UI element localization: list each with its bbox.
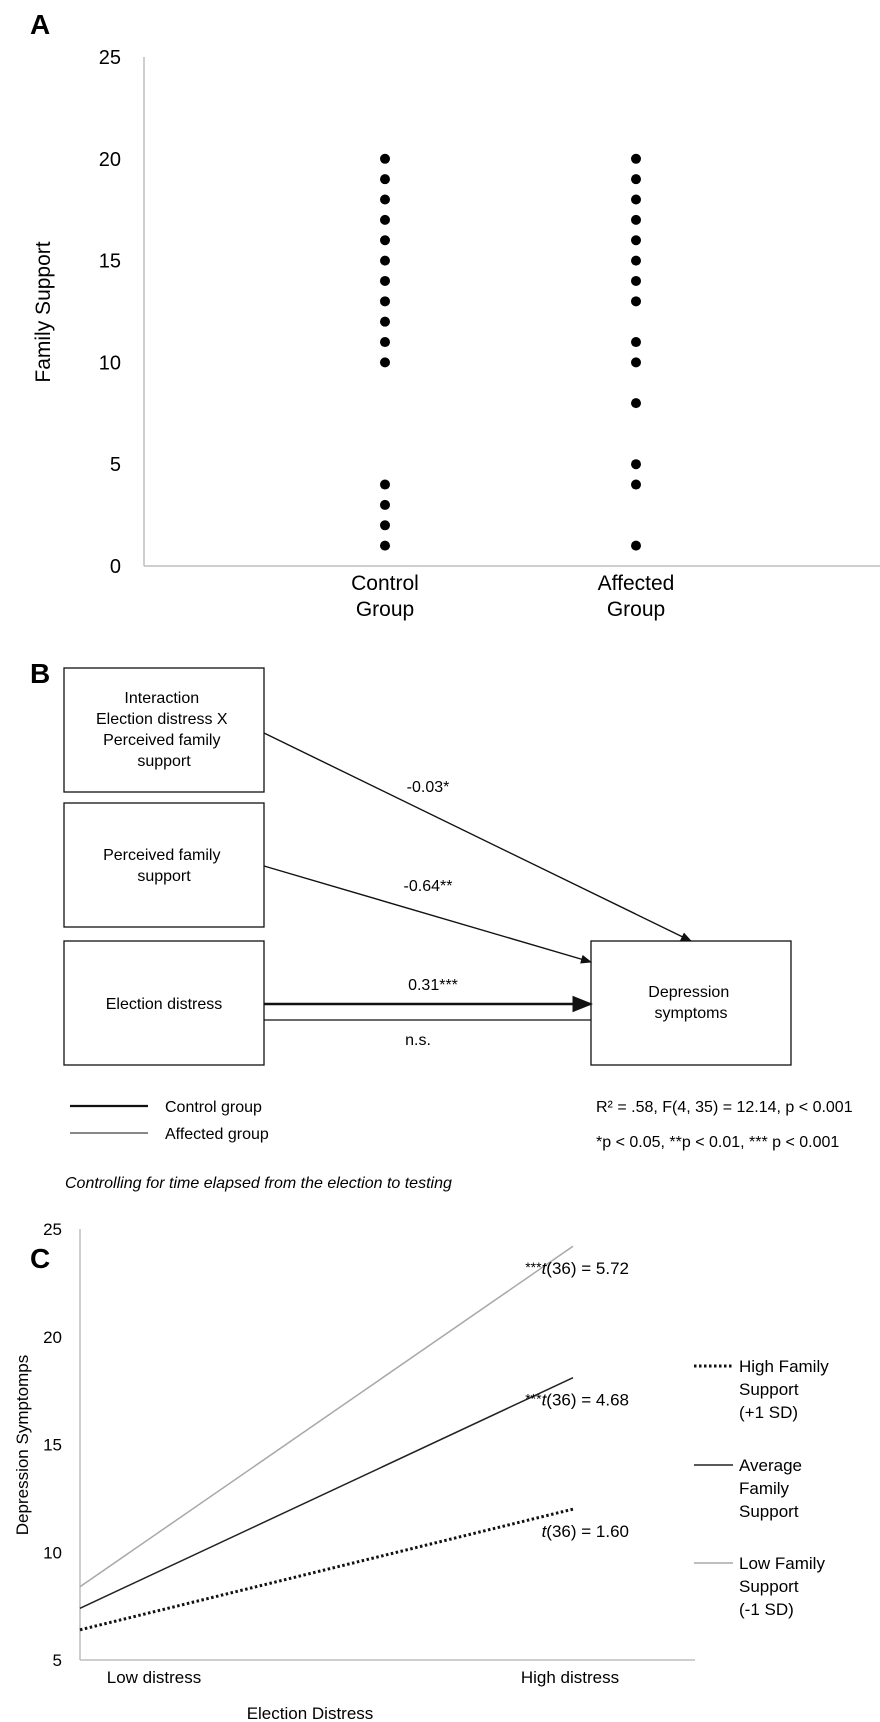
data-point: [631, 255, 641, 266]
panel-c-legend: High Family Support (+1 SD) Average Family Su…: [694, 1357, 829, 1619]
panel-c-letter: C: [30, 1243, 50, 1274]
significance-key: *p < 0.05, **p < 0.01, *** p < 0.001: [596, 1134, 839, 1151]
panel-c-lines: [79, 1245, 574, 1632]
data-point: [380, 520, 390, 531]
y-tick-label: 10: [43, 1543, 62, 1562]
data-point: [380, 499, 390, 510]
data-point: [631, 459, 641, 470]
data-point: [631, 194, 641, 205]
election-distress-box: [63, 940, 265, 1066]
panel-a-categories: Control Group Affected Group: [351, 572, 674, 621]
data-point: [380, 153, 390, 164]
data-point: [380, 540, 390, 551]
y-tick-label: 25: [43, 1220, 62, 1239]
y-tick-label: 0: [110, 556, 121, 578]
data-point: [380, 214, 390, 225]
data-point: [631, 479, 641, 490]
panel-a-y-ticks: 0 5 10 15 20 25: [99, 47, 121, 578]
interaction-box: [63, 667, 265, 793]
data-point: [380, 479, 390, 490]
family-support-arrow: [263, 865, 593, 964]
legend-label: High Family Support (+1 SD): [739, 1357, 829, 1422]
panel-c-y-axis-title: Depression Symptomps: [13, 1355, 32, 1535]
data-point: [631, 235, 641, 246]
panel-c: C Depression Symptomps Election Distress…: [13, 1220, 829, 1722]
family-support-coefficient: -0.64**: [404, 878, 453, 895]
y-tick-label: 5: [110, 454, 121, 476]
y-tick-label: 20: [43, 1328, 62, 1347]
interaction-box-label: Interaction Election distress X Perceive…: [96, 690, 232, 770]
legend-affected-label: Affected group: [165, 1126, 269, 1143]
series-annotation: ***t(36) = 5.72: [525, 1259, 629, 1278]
y-tick-label: 25: [99, 47, 121, 69]
y-tick-label: 10: [99, 352, 121, 374]
data-point: [380, 275, 390, 286]
y-tick-label: 20: [99, 149, 121, 171]
series-annotation: t(36) = 1.60: [542, 1522, 629, 1541]
category-label: Control Group: [351, 572, 419, 621]
family-support-box: [63, 802, 265, 928]
model-fit-stats: R² = .58, F(4, 35) = 12.14, p < 0.001: [596, 1099, 853, 1116]
legend-label: Low Family Support (-1 SD): [739, 1554, 825, 1619]
data-point: [631, 398, 641, 409]
panel-a: A Family Support 0 5 10 15 20 25 Control Group…: [30, 9, 880, 621]
interaction-coefficient: -0.03*: [407, 779, 450, 796]
series-annotation: ***t(36) = 4.68: [525, 1391, 629, 1410]
data-point: [631, 357, 641, 368]
series-line: [79, 1245, 574, 1588]
data-point: [380, 316, 390, 327]
x-tick-label: Low distress: [107, 1668, 201, 1687]
data-point: [631, 153, 641, 164]
data-point: [631, 540, 641, 551]
distress-affected-coefficient: n.s.: [405, 1032, 431, 1049]
panel-b: B Interaction Election distress X Percei…: [30, 658, 853, 1192]
panel-c-y-ticks: 5 10 15 20 25: [43, 1220, 62, 1670]
panel-a-points: [380, 153, 641, 551]
data-point: [380, 174, 390, 185]
data-point: [380, 255, 390, 266]
data-point: [380, 194, 390, 205]
legend-control-label: Control group: [165, 1099, 262, 1116]
depression-box-label: Depression symptoms: [648, 984, 733, 1022]
panel-b-letter: B: [30, 658, 50, 689]
y-tick-label: 15: [99, 251, 121, 273]
y-tick-label: 15: [43, 1436, 62, 1455]
y-tick-label: 5: [53, 1651, 62, 1670]
category-label: Affected Group: [598, 572, 675, 621]
data-point: [631, 275, 641, 286]
control-note: Controlling for time elapsed from the el…: [65, 1175, 452, 1192]
data-point: [631, 174, 641, 185]
data-point: [380, 235, 390, 246]
panel-a-y-axis-title: Family Support: [32, 241, 55, 382]
panel-c-annotations: t(36) = 1.60 ***t(36) = 4.68 ***t(36) = 5.…: [525, 1259, 629, 1541]
family-support-box-label: Perceived family support: [103, 847, 225, 885]
data-point: [380, 357, 390, 368]
distress-control-coefficient: 0.31***: [408, 977, 458, 994]
data-point: [380, 296, 390, 307]
data-point: [631, 337, 641, 348]
panel-a-letter: A: [30, 9, 50, 40]
series-line: [79, 1377, 574, 1609]
data-point: [631, 214, 641, 225]
legend-label: Average Family Support: [739, 1456, 802, 1521]
data-point: [631, 296, 641, 307]
depression-box: [590, 940, 792, 1066]
panel-c-x-ticks: Low distress High distress: [107, 1668, 619, 1687]
series-line: [79, 1507, 574, 1632]
interaction-arrow: [263, 732, 693, 942]
panel-c-x-axis-title: Election Distress: [247, 1704, 374, 1722]
election-distress-box-label: Election distress: [106, 996, 223, 1013]
x-tick-label: High distress: [521, 1668, 619, 1687]
data-point: [380, 337, 390, 348]
